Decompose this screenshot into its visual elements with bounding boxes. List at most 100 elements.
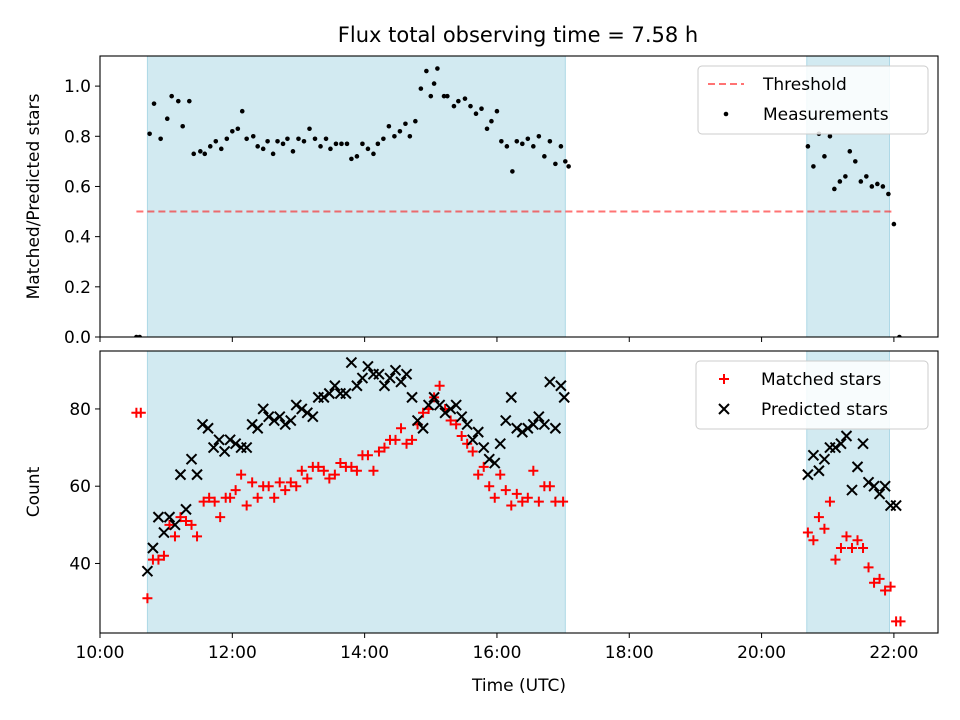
predicted-star-point [538,418,551,431]
measurement-point [566,164,571,169]
predicted-star-point [868,480,880,492]
measurement-point [255,144,260,149]
measurement-point [547,139,553,144]
predicted-star-point [251,422,264,434]
predicted-star-point [395,376,407,388]
predicted-star-point [185,453,198,465]
predicted-star-point [840,430,853,442]
x-tick-label: 10:00 [76,643,125,663]
predicted-star-point [890,499,902,512]
matched-star-point [181,515,192,526]
predicted-star-point [274,410,286,423]
matched-star-point [558,496,569,507]
predicted-star-point [174,468,187,481]
measurement-point [151,101,157,106]
measurement-point [218,146,224,152]
measurement-point [431,81,437,86]
matched-star-point [462,438,473,449]
predicted-star-point [246,418,258,431]
matched-star-point [858,543,869,554]
matched-star-point [852,535,863,546]
measurement-point [520,141,525,147]
predicted-star-point [169,519,181,531]
predicted-star-point [290,399,302,411]
predicted-star-point [879,480,891,492]
measurement-point [418,86,424,91]
measurement-point [494,108,500,114]
predicted-star-point [158,526,170,539]
matched-star-point [204,492,215,503]
predicted-star-point [373,368,385,380]
predicted-star-point [558,391,570,404]
predicted-star-point [378,380,391,392]
predicted-star-point [522,422,534,434]
matched-star-point [522,492,533,503]
legend-box [697,65,929,135]
predicted-star-point [268,414,280,427]
measurement-point [510,169,515,174]
matched-star-point [874,573,885,584]
y-tick-label: 40 [69,554,91,574]
matched-star-point [396,423,407,434]
measurement-point [891,221,897,227]
predicted-star-point [829,441,842,454]
matched-star-point [434,380,445,391]
measurement-point [832,186,837,192]
predicted-star-point [544,376,556,388]
matched-star-point [802,527,813,538]
measurement-point [230,128,235,134]
y-tick-label: 60 [69,477,91,497]
y-tick-label: 0.6 [64,177,91,197]
measurement-point [213,139,219,144]
measurement-point [869,184,875,189]
measurement-point [847,149,853,154]
predicted-star-point [400,368,413,380]
y-axis-label: Count [24,466,44,517]
predicted-star-point [444,403,457,415]
predicted-star-point [329,380,341,392]
matched-star-point [484,481,495,492]
measurement-point [371,151,376,157]
measurement-point [445,93,450,99]
measurement-point [441,93,447,99]
measurement-point [853,159,858,164]
x-tick-label: 22:00 [869,643,918,663]
matched-star-point [517,496,528,507]
measurement-point [827,133,833,139]
predicted-star-point [351,380,363,392]
legend-matched-swatch [719,374,729,384]
predicted-star-point [340,387,352,400]
measurement-point [375,141,381,147]
measurement-point [558,144,564,149]
predicted-star-point [345,356,358,369]
matched-star-point [813,512,824,523]
measurement-point [296,136,301,142]
predicted-star-point [196,418,209,431]
x-tick-label: 14:00 [340,643,389,663]
matched-star-point [456,430,467,441]
matched-star-point [230,485,241,496]
measurement-point [285,136,290,142]
predicted-star-point [207,441,220,454]
matched-star-point [236,469,247,480]
matched-star-point [302,473,313,484]
predicted-star-point [527,418,540,431]
matched-star-point [495,469,506,480]
matched-star-point [390,434,401,445]
matched-star-point [158,550,169,561]
predicted-star-point [835,438,847,450]
predicted-star-point [813,465,825,477]
matched-star-point [169,531,180,542]
measurement-point [479,106,484,111]
predicted-star-point [428,391,440,404]
predicted-star-point [494,438,506,450]
measurement-point [504,144,510,149]
matched-star-point [335,458,346,469]
matched-star-point [401,438,412,449]
measurement-point [473,111,479,117]
measurement-point [837,179,843,184]
predicted-star-point [279,418,291,431]
measurement-point [250,133,256,139]
predicted-star-point [500,414,512,427]
chart-title: Flux total observing time = 7.58 h [338,23,698,47]
